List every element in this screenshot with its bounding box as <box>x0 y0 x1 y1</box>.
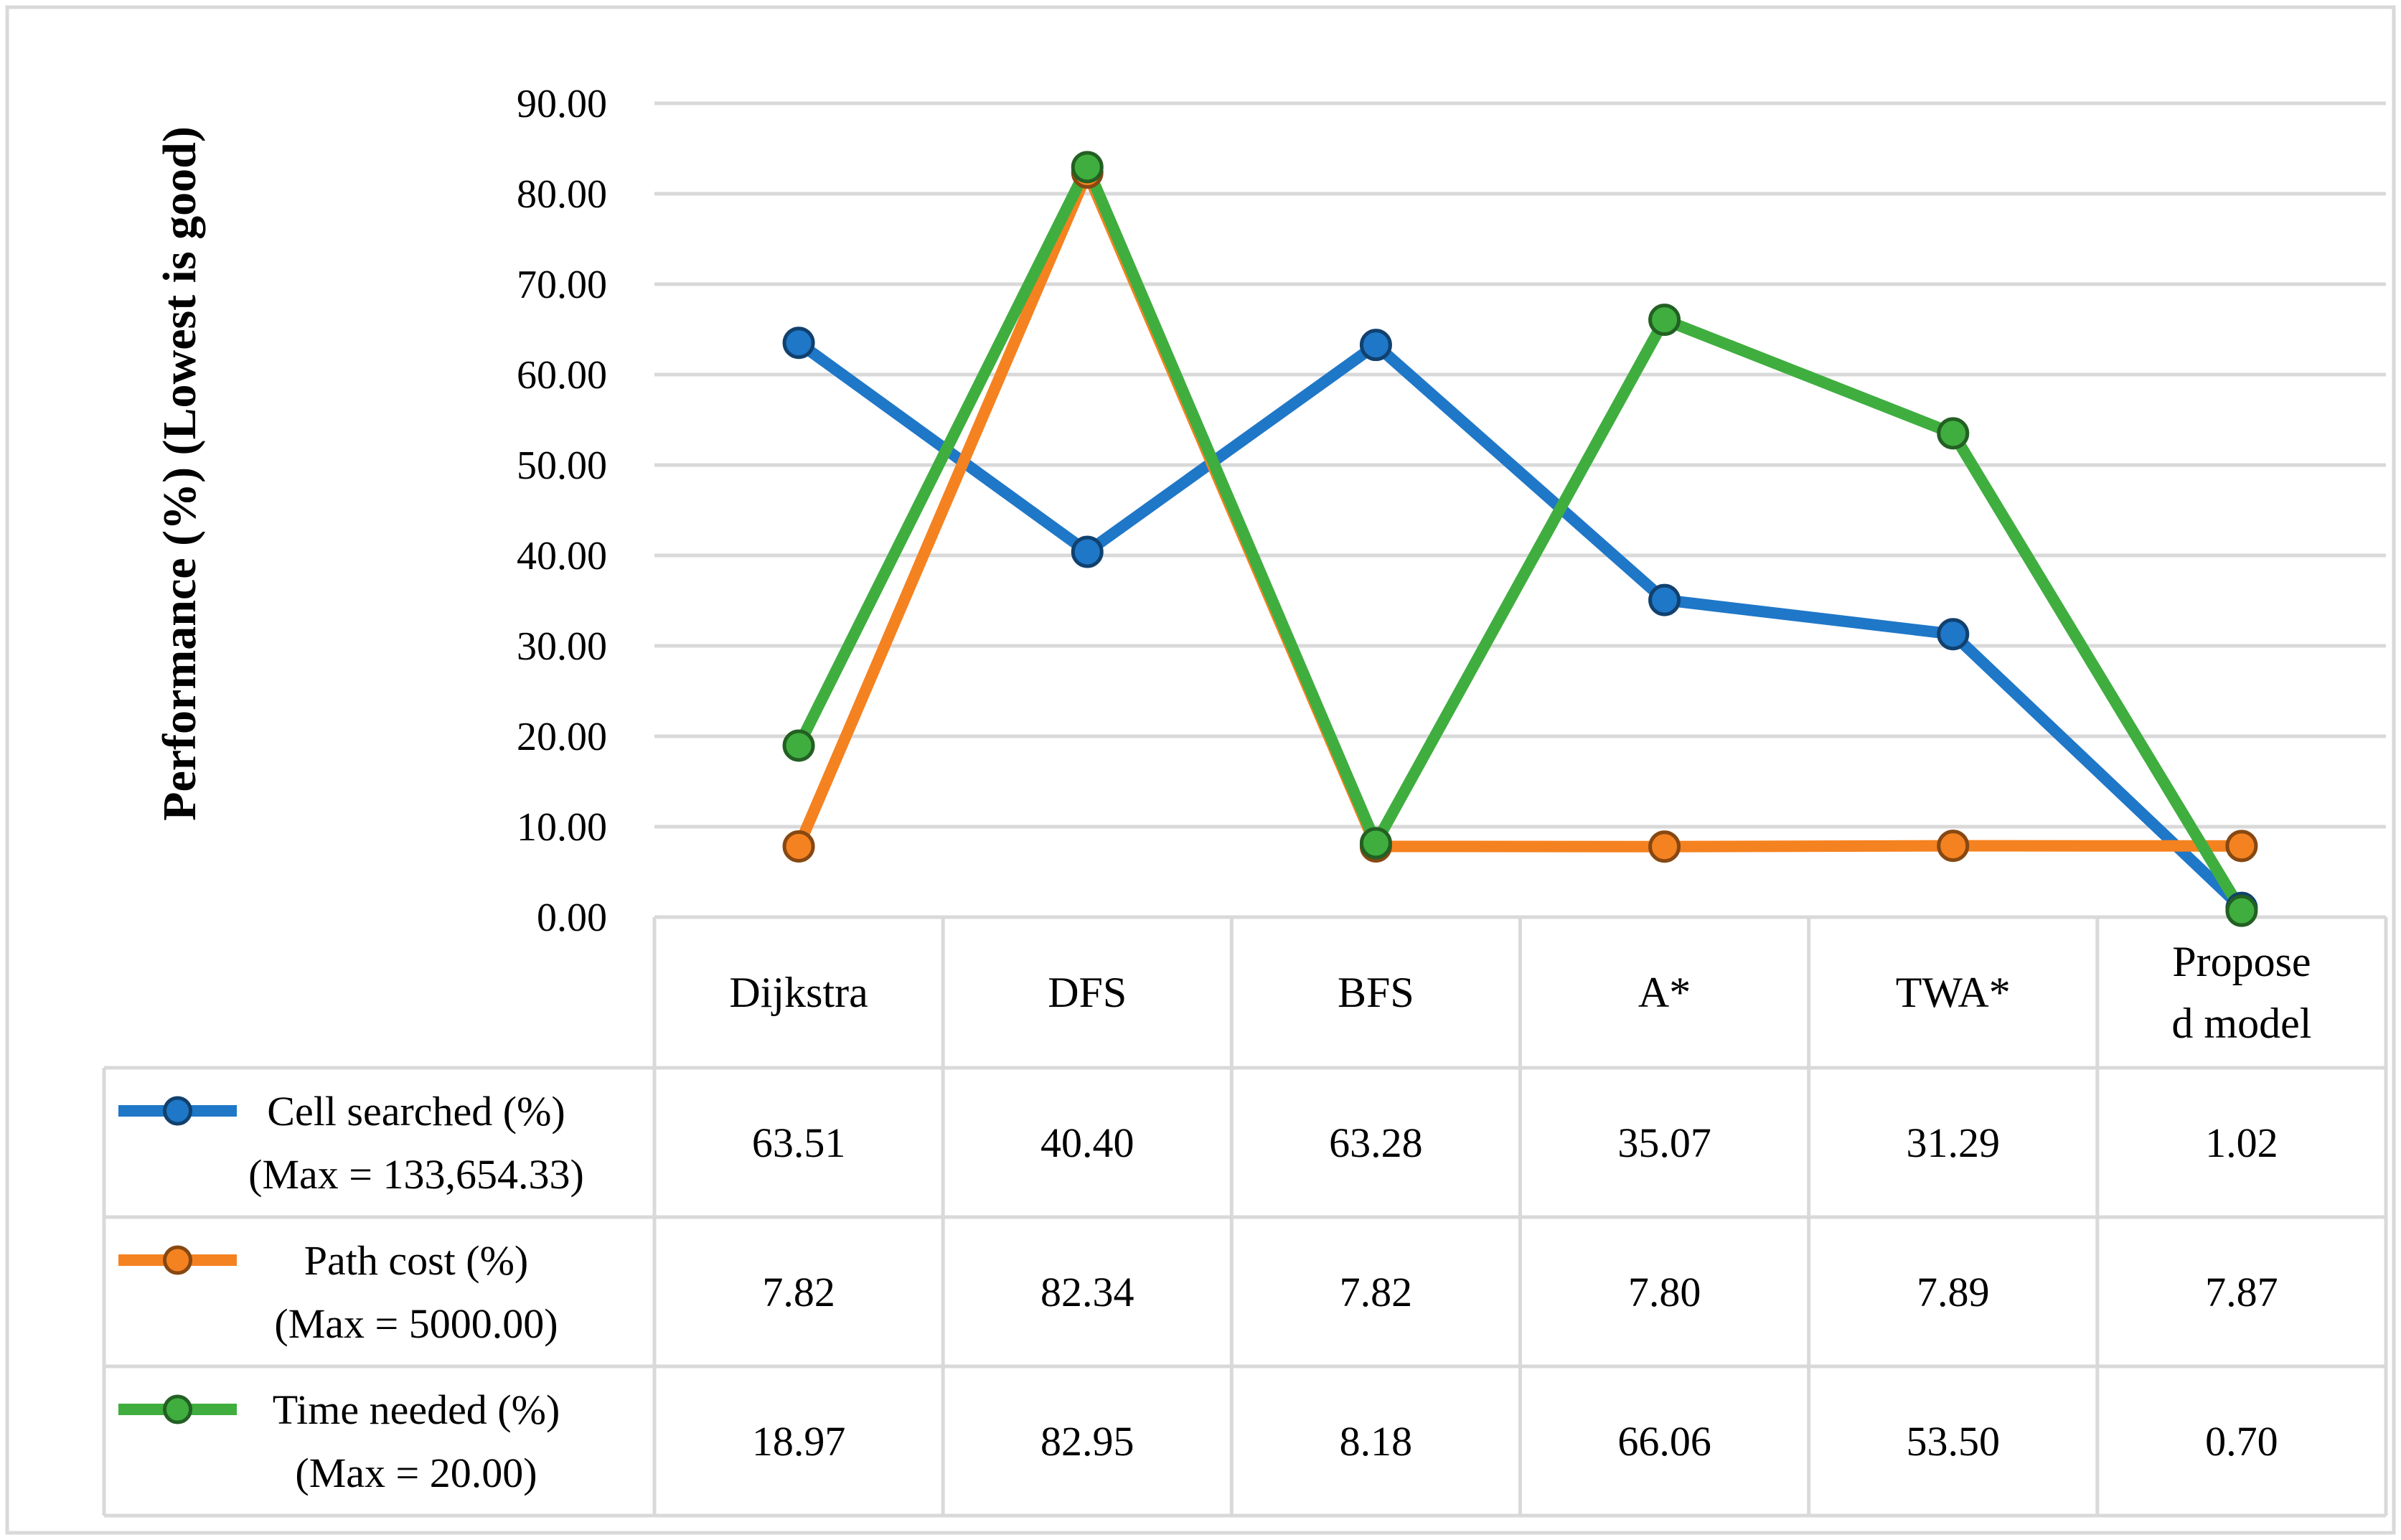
category-label: TWA* <box>1896 969 2011 1016</box>
data-table-value: 0.70 <box>2205 1418 2278 1465</box>
category-label: Dijkstra <box>729 969 868 1016</box>
data-point <box>1648 830 1681 863</box>
gridlines <box>654 101 2386 829</box>
data-point <box>782 327 815 360</box>
legend-marker-swatch <box>163 1394 192 1424</box>
y-tick-label: 0.00 <box>537 896 607 940</box>
series-line <box>793 166 2242 853</box>
category-label: DFS <box>1048 969 1127 1016</box>
data-table-value: 7.80 <box>1628 1269 1701 1315</box>
data-table-value: 40.40 <box>1040 1119 1134 1166</box>
category-label: A* <box>1638 969 1691 1016</box>
y-tick-label: 90.00 <box>517 82 607 126</box>
y-tick-label: 20.00 <box>517 715 607 759</box>
data-table <box>102 915 2388 1518</box>
data-table-value: 7.87 <box>2205 1269 2278 1315</box>
data-table-value: 63.28 <box>1329 1119 1423 1166</box>
data-point <box>1937 618 1970 651</box>
y-tick-label: 50.00 <box>517 443 607 488</box>
legend-series-subtitle: (Max = 133,654.33) <box>248 1151 584 1198</box>
data-point <box>1359 827 1392 860</box>
data-point <box>1648 583 1681 616</box>
legend-series-subtitle: (Max = 5000.00) <box>274 1300 558 1347</box>
data-table-value: 8.18 <box>1340 1418 1413 1465</box>
data-table-value: 7.89 <box>1917 1269 1990 1315</box>
y-tick-label: 10.00 <box>517 805 607 850</box>
legend-series-name: Time needed (%) <box>273 1386 560 1433</box>
data-point <box>1359 329 1392 362</box>
data-table-value: 82.95 <box>1040 1418 1134 1465</box>
data-table-value: 18.97 <box>752 1418 846 1465</box>
chart-labels: 0.00 10.00 20.00 30.00 40.00 50.00 60.00 70.00 8… <box>154 82 2311 1496</box>
y-tick-label: 70.00 <box>517 263 607 307</box>
y-tick-label: 30.00 <box>517 624 607 669</box>
y-axis-title: Performance (%) (Lowest is good) <box>154 126 206 821</box>
legend-marker-swatch <box>163 1096 192 1126</box>
data-point <box>1937 830 1970 863</box>
data-table-value: 82.34 <box>1040 1269 1134 1315</box>
data-point <box>782 729 815 762</box>
data-point <box>2225 830 2258 863</box>
series-lines <box>782 151 2258 927</box>
y-tick-label: 60.00 <box>517 353 607 398</box>
data-table-value: 7.82 <box>1340 1269 1413 1315</box>
chart-frame <box>5 5 2396 1535</box>
legend-series-name: Cell searched (%) <box>267 1088 565 1135</box>
data-table-value: 53.50 <box>1907 1418 2001 1465</box>
data-point <box>1071 151 1104 184</box>
data-point <box>1648 304 1681 337</box>
data-table-value: 1.02 <box>2205 1119 2278 1166</box>
y-tick-label: 40.00 <box>517 534 607 578</box>
data-table-value: 63.51 <box>752 1119 846 1166</box>
category-label: BFS <box>1338 969 1414 1016</box>
y-tick-label: 80.00 <box>517 172 607 217</box>
data-table-value: 31.29 <box>1907 1119 2001 1166</box>
category-label: Propose <box>2172 938 2311 985</box>
legend-series-name: Path cost (%) <box>304 1237 529 1284</box>
data-point <box>1937 417 1970 450</box>
data-point <box>2225 894 2258 927</box>
series-line <box>793 161 2247 914</box>
data-table-value: 35.07 <box>1617 1119 1711 1166</box>
category-label: d model <box>2171 1000 2311 1047</box>
data-table-value: 66.06 <box>1617 1418 1711 1465</box>
legend-series-subtitle: (Max = 20.00) <box>295 1450 537 1496</box>
legend-marker-swatch <box>163 1245 192 1275</box>
series-line <box>795 338 2246 912</box>
data-table-value: 7.82 <box>762 1269 835 1315</box>
data-point <box>1071 535 1104 568</box>
data-point <box>782 830 815 863</box>
